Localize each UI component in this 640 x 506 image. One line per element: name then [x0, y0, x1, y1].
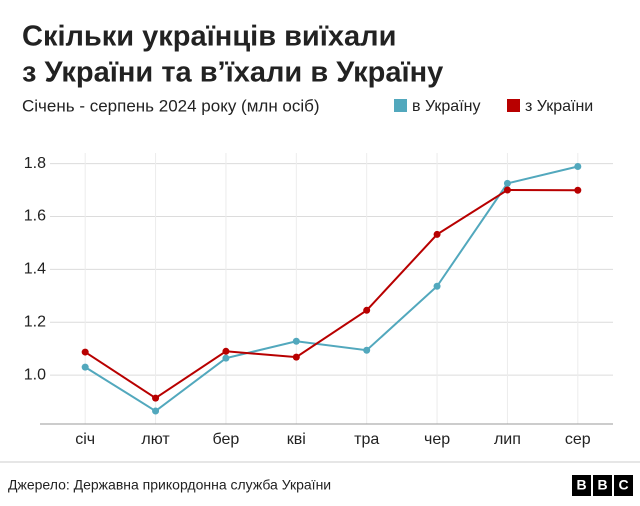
chart-title: з України та в’їхали в Україну [22, 57, 443, 89]
logo-letter: B [597, 477, 607, 493]
x-tick-label: кві [287, 431, 306, 448]
x-tick-label: чер [424, 431, 450, 448]
data-point [433, 282, 441, 290]
data-point [222, 354, 230, 362]
y-tick-label: 1.2 [24, 313, 46, 330]
x-tick-label: бер [213, 431, 240, 448]
data-point [81, 348, 89, 356]
data-point [222, 347, 230, 355]
legend-swatch [394, 99, 407, 112]
data-point [152, 394, 160, 402]
data-point [292, 353, 300, 361]
x-tick-label: лип [494, 431, 521, 448]
logo-box [572, 475, 591, 496]
series-line [84, 189, 578, 400]
y-tick-label: 1.6 [24, 208, 46, 225]
data-point [152, 407, 160, 415]
data-point [574, 162, 582, 170]
legend-swatch [507, 99, 520, 112]
x-tick-label: сер [565, 431, 591, 448]
series-line [84, 165, 579, 413]
data-point [292, 337, 300, 345]
source: Джерело: Державна прикордонна служба Укр… [8, 477, 331, 493]
legend-label: в Україну [412, 98, 480, 115]
logo-letter: C [618, 477, 628, 493]
chart-subtitle: Січень - серпень 2024 року (млн осіб) [22, 96, 320, 115]
x-tick-label: січ [75, 431, 95, 448]
data-point [574, 186, 582, 194]
logo-box [593, 475, 612, 496]
data-point [433, 230, 441, 238]
data-point [363, 306, 371, 314]
x-tick-label: тра [354, 431, 379, 448]
y-tick-label: 1.8 [24, 155, 46, 172]
data-point [503, 179, 511, 187]
legend-label: з України [525, 98, 593, 115]
data-point [503, 186, 511, 194]
y-tick-label: 1.0 [24, 366, 46, 383]
data-point [81, 363, 89, 371]
chart-title: Скільки українців виїхали [22, 21, 396, 53]
logo-box [614, 475, 633, 496]
x-tick-label: лют [141, 431, 170, 448]
y-tick-label: 1.4 [24, 261, 46, 278]
data-point [363, 346, 371, 354]
logo-letter: B [576, 477, 586, 493]
